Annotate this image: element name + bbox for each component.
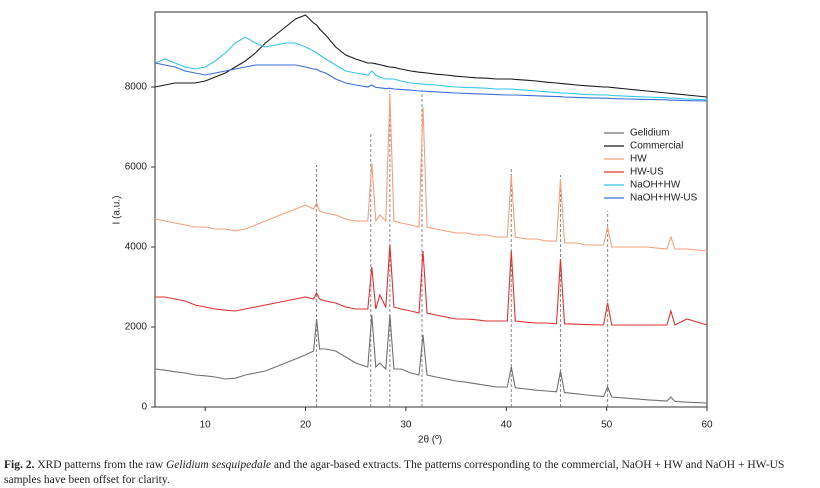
series-line bbox=[154, 62, 708, 102]
caption-label: Fig. 2. bbox=[4, 459, 35, 471]
x-tick-label: 10 bbox=[200, 420, 212, 431]
series-line bbox=[155, 244, 708, 326]
x-tick-label: 20 bbox=[300, 420, 312, 431]
series-line bbox=[154, 314, 708, 404]
chart: 2θ (º) I (a.u.) 0 2000 4000 6000 8000 10 20 30 4… bbox=[112, 11, 713, 446]
series-line bbox=[154, 94, 708, 252]
plot-frame bbox=[154, 11, 708, 408]
y-tick-label: 4000 bbox=[125, 242, 148, 253]
y-tick-label: 8000 bbox=[125, 82, 148, 93]
y-tick-label: 0 bbox=[141, 402, 147, 413]
y-axis-label: I (a.u.) bbox=[112, 196, 123, 225]
caption-text: XRD patterns from the raw bbox=[37, 459, 164, 471]
figure-caption: Fig. 2. XRD patterns from the raw Gelidi… bbox=[4, 458, 816, 488]
legend-label: NaOH+HW-US bbox=[630, 193, 698, 204]
y-tick-label: 6000 bbox=[125, 162, 148, 173]
series-line bbox=[154, 14, 708, 98]
caption-text: and the agar-based extracts. The pattern… bbox=[4, 459, 785, 486]
x-tick-label: 50 bbox=[601, 420, 613, 431]
legend-label: Gelidium bbox=[630, 128, 669, 139]
series-line bbox=[154, 36, 708, 101]
legend-label: HW bbox=[630, 154, 647, 165]
y-tick-label: 2000 bbox=[125, 322, 148, 333]
legend-label: HW-US bbox=[630, 167, 664, 178]
legend-label: Commercial bbox=[630, 141, 683, 152]
legend-label: NaOH+HW bbox=[630, 180, 681, 191]
caption-species: Gelidium sesquipedale bbox=[165, 459, 272, 471]
x-axis-label: 2θ (º) bbox=[418, 435, 442, 446]
x-tick-label: 40 bbox=[501, 420, 513, 431]
x-tick-label: 60 bbox=[701, 420, 713, 431]
x-tick-label: 30 bbox=[400, 420, 412, 431]
